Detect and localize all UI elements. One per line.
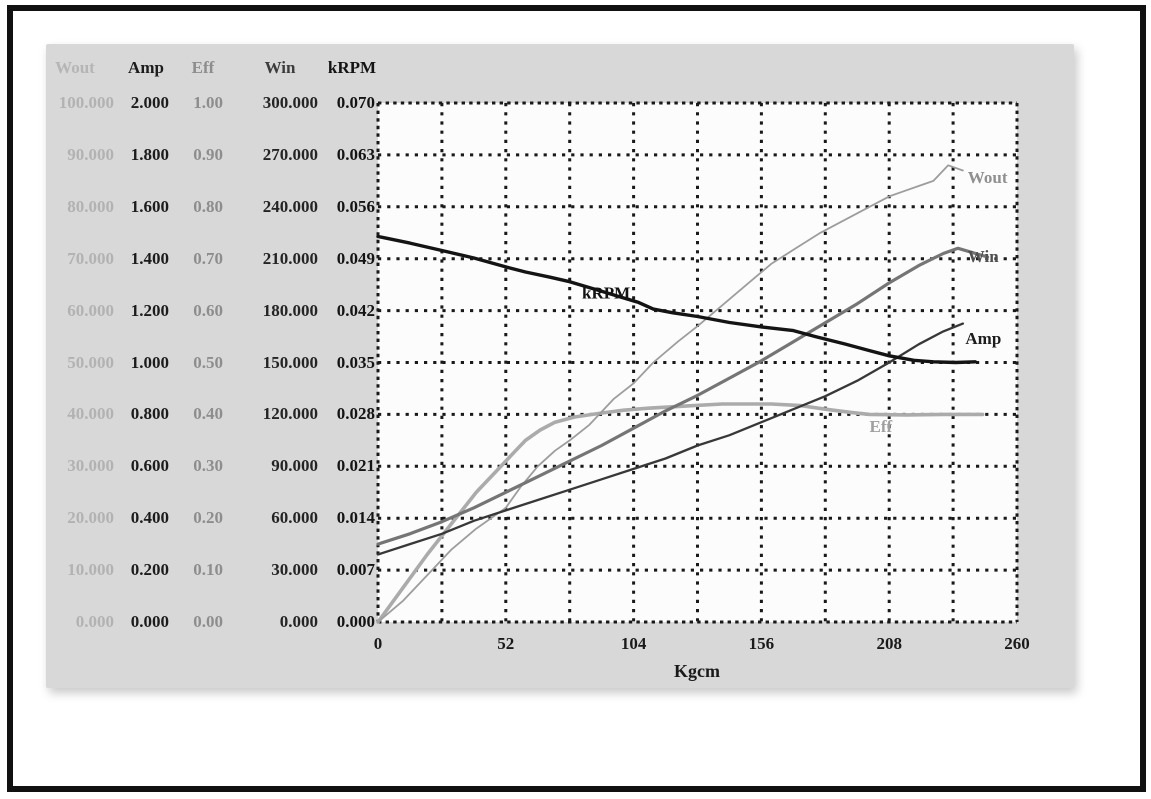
eff-curve-label: Eff: [870, 417, 893, 436]
x-tick-label: 260: [1004, 634, 1030, 653]
x-axis-title: Kgcm: [674, 661, 720, 681]
win-curve: [376, 246, 990, 546]
x-tick-label: 0: [374, 634, 383, 653]
x-tick-label: 208: [876, 634, 902, 653]
wout-curve-label: Wout: [968, 168, 1008, 187]
x-tick-label: 52: [497, 634, 514, 653]
amp-curve: [376, 322, 965, 556]
krpm-curve: [376, 234, 977, 365]
x-tick-label: 104: [621, 634, 647, 653]
amp-curve-label: Amp: [965, 329, 1001, 348]
x-tick-label: 156: [749, 634, 775, 653]
krpm-curve-label: kRPM: [582, 284, 630, 303]
win-curve-label: Win: [968, 247, 999, 266]
eff-curve: [376, 402, 985, 624]
